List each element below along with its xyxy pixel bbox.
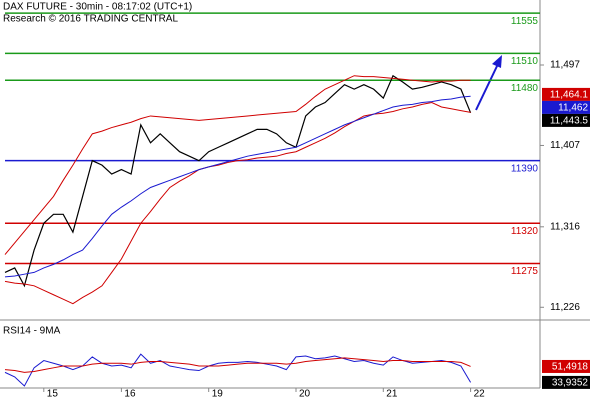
price-tag-label: 11,462 — [558, 103, 588, 114]
level-label: 11510 — [511, 56, 539, 67]
y-tick-label: 11,226 — [550, 302, 580, 313]
level-label: 11390 — [511, 163, 539, 174]
price-tag-label: 11,443.5 — [550, 116, 589, 127]
price-tag — [542, 100, 590, 114]
level-label: 11275 — [511, 266, 539, 277]
level-label: 11555 — [511, 16, 539, 27]
x-tick-label: 16 — [124, 389, 136, 400]
price-tag — [542, 359, 590, 373]
forecast-arrow — [475, 55, 502, 111]
chart-subtitle: Research © 2016 TRADING CENTRAL — [3, 14, 178, 25]
price-tag — [542, 87, 590, 101]
series-line — [4, 75, 471, 255]
price-tag — [542, 113, 590, 127]
series-line — [4, 102, 471, 305]
series-line — [4, 95, 471, 278]
x-tick-label: 19 — [212, 389, 224, 400]
y-tick-label: 11,407 — [550, 140, 580, 151]
x-tick-label: 15 — [47, 389, 59, 400]
rsi-title: RSI14 - 9MA — [3, 326, 61, 337]
price-tag-label: 11,464.1 — [550, 90, 589, 101]
series-line — [4, 357, 471, 373]
y-tick-label: 11,497 — [550, 60, 580, 71]
level-label: 11320 — [511, 226, 539, 237]
price-tag-label: 33,9352 — [552, 378, 589, 389]
price-tag-label: 51,4918 — [552, 362, 589, 373]
x-tick-label: 20 — [299, 389, 311, 400]
series-line — [4, 74, 472, 288]
chart-title: DAX FUTURE - 30min - 08:17:02 (UTC+1) — [3, 2, 192, 13]
price-tag — [542, 375, 590, 389]
x-tick-label: 22 — [474, 389, 486, 400]
y-tick-label: 11,316 — [550, 221, 580, 232]
x-tick-label: 21 — [386, 389, 398, 400]
level-label: 11480 — [511, 83, 539, 94]
